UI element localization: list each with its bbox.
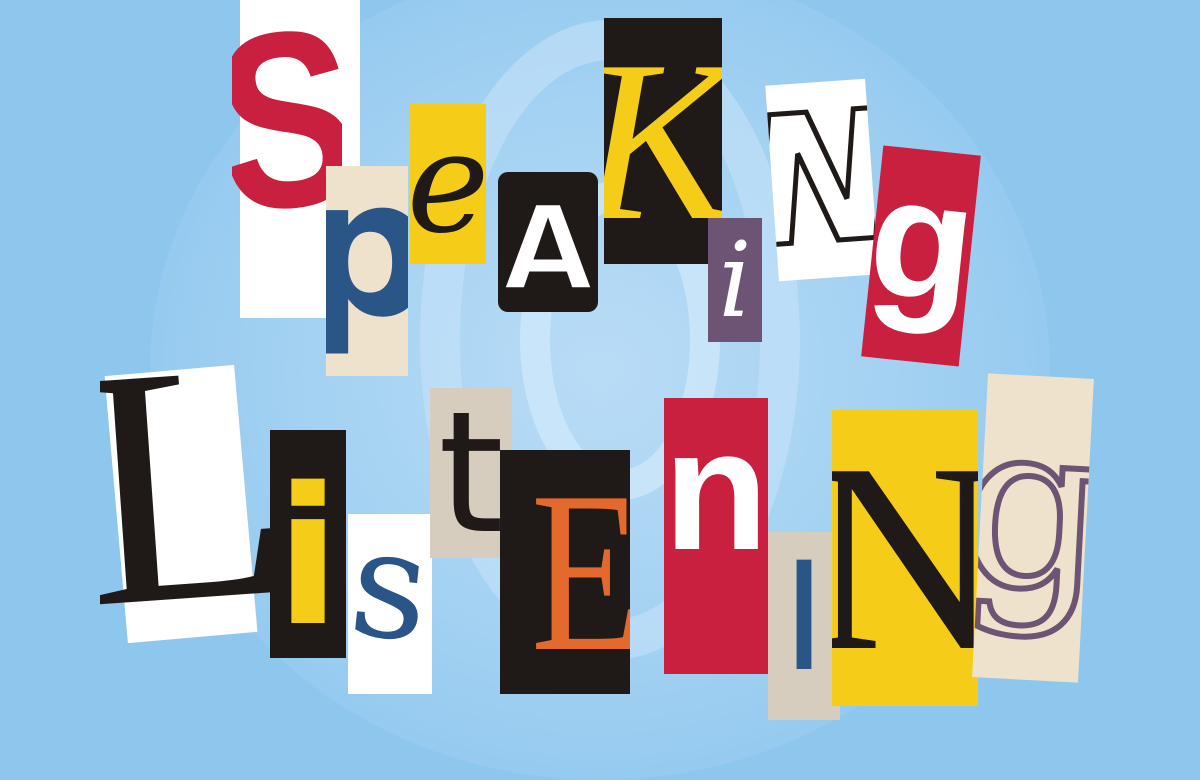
letter-g: g bbox=[861, 145, 981, 340]
letter-tile-e: e bbox=[410, 104, 486, 264]
letter-l: L bbox=[100, 312, 270, 656]
letter-tile-i2: i bbox=[270, 430, 346, 658]
letter-t: t bbox=[438, 388, 504, 558]
letter-tile-s2: s bbox=[348, 514, 432, 694]
letter-tile-n: N bbox=[765, 78, 879, 282]
letter-tile-n2: n bbox=[664, 398, 768, 674]
letter-a: A bbox=[500, 179, 595, 312]
letter-tile-l: L bbox=[100, 312, 270, 656]
letter-n2: n bbox=[664, 398, 768, 586]
letter-tile-i: i bbox=[708, 218, 762, 342]
letter-s2: s bbox=[348, 514, 432, 677]
letter-n: N bbox=[765, 78, 879, 282]
letter-i: i bbox=[718, 219, 752, 341]
letter-e: e bbox=[410, 104, 486, 264]
letter-i2: i bbox=[275, 447, 341, 658]
letter-n3: N bbox=[832, 410, 978, 706]
letter-tile-t: t bbox=[430, 388, 512, 558]
letter-tile-n3: N bbox=[832, 410, 978, 706]
letter-k: K bbox=[604, 18, 722, 264]
letter-i3: I bbox=[781, 532, 827, 705]
letter-tile-p: p bbox=[326, 166, 408, 376]
letter-g2: g bbox=[972, 373, 1094, 647]
letter-tile-g2: g bbox=[972, 373, 1094, 683]
letter-tile-k: K bbox=[604, 18, 722, 264]
letter-tile-i3: I bbox=[768, 532, 840, 720]
letter-tile-e2: E bbox=[500, 450, 630, 694]
letter-e2: E bbox=[531, 450, 630, 694]
letter-tile-a: A bbox=[498, 172, 598, 312]
letter-p: p bbox=[326, 166, 408, 359]
